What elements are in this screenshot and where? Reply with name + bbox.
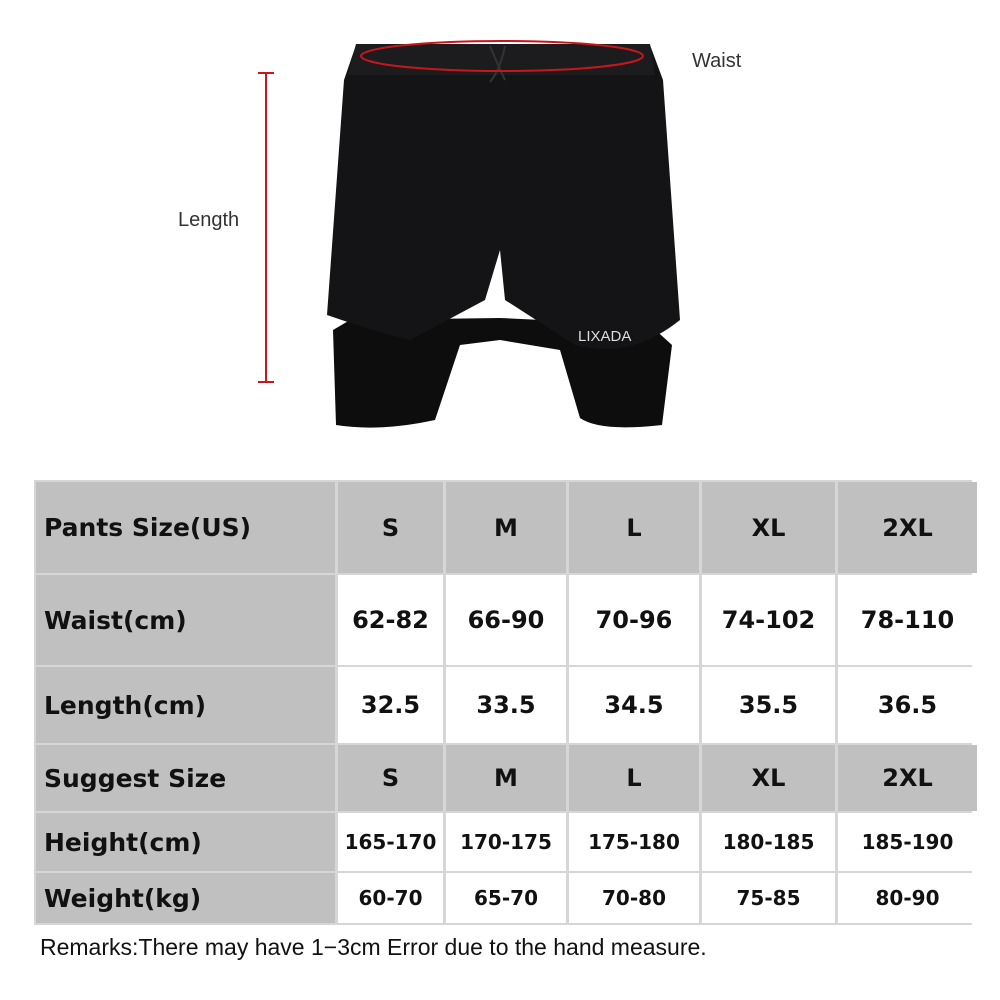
length-measure-line — [258, 72, 274, 383]
table-cell: XL — [702, 745, 835, 811]
table-cell: 165-170 — [338, 813, 443, 871]
table-cell: S — [338, 482, 443, 573]
remarks-text: Remarks:There may have 1−3cm Error due t… — [40, 934, 707, 960]
table-cell: 80-90 — [838, 873, 977, 923]
row-label: Suggest Size — [36, 745, 335, 811]
table-cell: 70-96 — [569, 575, 699, 665]
table-cell: M — [446, 745, 566, 811]
shorts-image: LIXADA — [327, 44, 680, 428]
table-cell: L — [569, 745, 699, 811]
table-cell: 32.5 — [338, 667, 443, 743]
table-cell: 36.5 — [838, 667, 977, 743]
table-cell: 62-82 — [338, 575, 443, 665]
table-cell: M — [446, 482, 566, 573]
size-table: Pants Size(US) S M L XL 2XL Waist(cm) 62-82 66-9… — [34, 480, 977, 925]
row-label: Pants Size(US) — [36, 482, 335, 573]
brand-logo: LIXADA — [578, 328, 631, 345]
table-cell: L — [569, 482, 699, 573]
table-cell: 65-70 — [446, 873, 566, 923]
table-cell: 34.5 — [569, 667, 699, 743]
table-cell: 180-185 — [702, 813, 835, 871]
table-cell: S — [338, 745, 443, 811]
waist-label: Waist — [692, 50, 742, 72]
table-cell: 2XL — [838, 745, 977, 811]
table-cell: XL — [702, 482, 835, 573]
table-cell: 75-85 — [702, 873, 835, 923]
table-cell: 74-102 — [702, 575, 835, 665]
length-label: Length — [178, 209, 240, 231]
table-cell: 60-70 — [338, 873, 443, 923]
row-label: Waist(cm) — [36, 575, 335, 665]
table-cell: 185-190 — [838, 813, 977, 871]
table-cell: 170-175 — [446, 813, 566, 871]
table-cell: 2XL — [838, 482, 977, 573]
table-cell: 33.5 — [446, 667, 566, 743]
table-cell: 175-180 — [569, 813, 699, 871]
waist-measure-ellipse — [360, 40, 644, 72]
table-cell: 66-90 — [446, 575, 566, 665]
row-label: Weight(kg) — [36, 873, 335, 923]
row-label: Length(cm) — [36, 667, 335, 743]
table-cell: 78-110 — [838, 575, 977, 665]
table-cell: 35.5 — [702, 667, 835, 743]
product-photo-shorts: LIXADA — [258, 40, 680, 428]
table-cell: 70-80 — [569, 873, 699, 923]
row-label: Height(cm) — [36, 813, 335, 871]
